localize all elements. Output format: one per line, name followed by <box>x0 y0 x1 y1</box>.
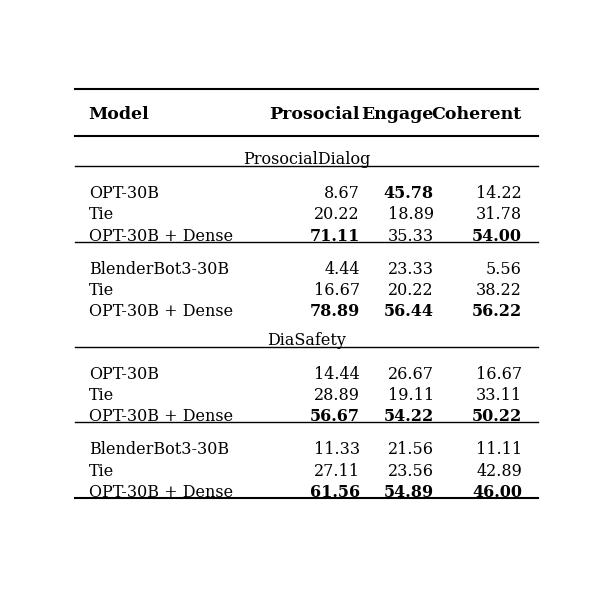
Text: OPT-30B + Dense: OPT-30B + Dense <box>89 484 233 501</box>
Text: 31.78: 31.78 <box>476 207 522 224</box>
Text: 11.11: 11.11 <box>476 441 522 458</box>
Text: 16.67: 16.67 <box>313 282 360 299</box>
Text: Tie: Tie <box>89 282 114 299</box>
Text: 20.22: 20.22 <box>314 207 360 224</box>
Text: OPT-30B: OPT-30B <box>89 185 158 202</box>
Text: BlenderBot3-30B: BlenderBot3-30B <box>89 441 229 458</box>
Text: 71.11: 71.11 <box>309 228 360 245</box>
Text: 56.67: 56.67 <box>310 408 360 425</box>
Text: 20.22: 20.22 <box>388 282 434 299</box>
Text: OPT-30B: OPT-30B <box>89 366 158 383</box>
Text: 45.78: 45.78 <box>384 185 434 202</box>
Text: 19.11: 19.11 <box>388 387 434 404</box>
Text: 54.89: 54.89 <box>384 484 434 501</box>
Text: 33.11: 33.11 <box>476 387 522 404</box>
Text: 56.44: 56.44 <box>384 303 434 320</box>
Text: 78.89: 78.89 <box>310 303 360 320</box>
Text: 27.11: 27.11 <box>314 462 360 479</box>
Text: Tie: Tie <box>89 462 114 479</box>
Text: OPT-30B + Dense: OPT-30B + Dense <box>89 408 233 425</box>
Text: 46.00: 46.00 <box>472 484 522 501</box>
Text: 54.22: 54.22 <box>384 408 434 425</box>
Text: 56.22: 56.22 <box>472 303 522 320</box>
Text: 50.22: 50.22 <box>472 408 522 425</box>
Text: 14.44: 14.44 <box>314 366 360 383</box>
Text: 8.67: 8.67 <box>324 185 360 202</box>
Text: 23.56: 23.56 <box>388 462 434 479</box>
Text: DiaSafety: DiaSafety <box>267 331 346 348</box>
Text: BlenderBot3-30B: BlenderBot3-30B <box>89 261 229 278</box>
Text: Tie: Tie <box>89 207 114 224</box>
Text: 4.44: 4.44 <box>324 261 360 278</box>
Text: Prosocial: Prosocial <box>269 106 360 123</box>
Text: 28.89: 28.89 <box>314 387 360 404</box>
Text: OPT-30B + Dense: OPT-30B + Dense <box>89 303 233 320</box>
Text: 35.33: 35.33 <box>388 228 434 245</box>
Text: Model: Model <box>89 106 150 123</box>
Text: OPT-30B + Dense: OPT-30B + Dense <box>89 228 233 245</box>
Text: Engage: Engage <box>362 106 434 123</box>
Text: 54.00: 54.00 <box>472 228 522 245</box>
Text: 5.56: 5.56 <box>486 261 522 278</box>
Text: Coherent: Coherent <box>432 106 522 123</box>
Text: 14.22: 14.22 <box>476 185 522 202</box>
Text: 38.22: 38.22 <box>476 282 522 299</box>
Text: 11.33: 11.33 <box>313 441 360 458</box>
Text: 16.67: 16.67 <box>476 366 522 383</box>
Text: 18.89: 18.89 <box>388 207 434 224</box>
Text: 21.56: 21.56 <box>388 441 434 458</box>
Text: Tie: Tie <box>89 387 114 404</box>
Text: ProsocialDialog: ProsocialDialog <box>243 151 370 168</box>
Text: 23.33: 23.33 <box>388 261 434 278</box>
Text: 26.67: 26.67 <box>388 366 434 383</box>
Text: 61.56: 61.56 <box>310 484 360 501</box>
Text: 42.89: 42.89 <box>476 462 522 479</box>
